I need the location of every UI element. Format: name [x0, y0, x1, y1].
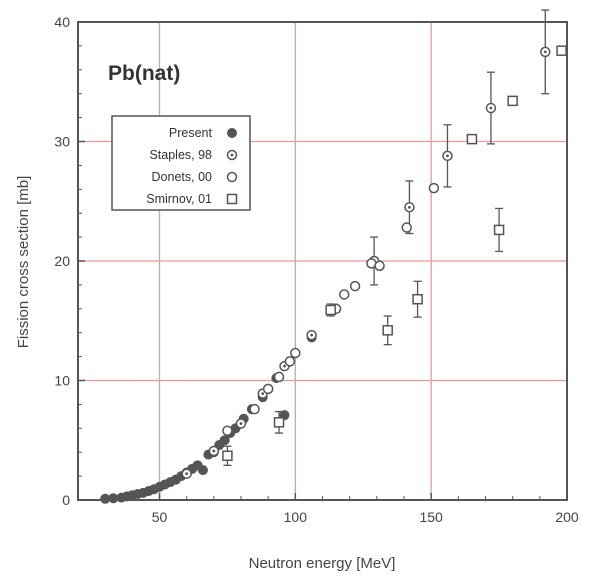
x-tick-label: 100 — [284, 509, 308, 525]
legend-items: Present Staples, 98 Donets, 00 Smirnov, 01 — [146, 126, 238, 206]
y-tick-label: 30 — [54, 134, 70, 150]
data-point — [401, 222, 412, 233]
data-point — [338, 289, 350, 300]
legend: Present Staples, 98 Donets, 00 Smirnov, 01 — [111, 115, 251, 211]
marker-open-circle — [290, 347, 301, 359]
y-tick-label: 20 — [54, 253, 70, 269]
y-tick-label: 0 — [62, 492, 70, 508]
marker-center-dot — [489, 106, 493, 110]
data-point — [428, 182, 440, 194]
marker-filled-circle — [219, 435, 230, 446]
x-tick-label: 50 — [152, 509, 168, 525]
marker-open-square — [466, 133, 478, 145]
marker-open-square — [412, 293, 423, 305]
data-point — [374, 260, 385, 272]
marker-filled-circle — [227, 128, 237, 138]
marker-open-square — [507, 95, 518, 107]
marker-open-square — [222, 450, 233, 462]
marker-open-square — [382, 325, 393, 336]
data-point — [442, 124, 453, 188]
series-smirnov-01 — [222, 45, 567, 466]
gridlines — [78, 22, 568, 500]
marker-open-square — [493, 224, 505, 236]
data-point — [485, 71, 497, 145]
marker-center-dot — [310, 333, 314, 337]
marker-center-dot — [185, 472, 189, 476]
data-point — [208, 445, 220, 457]
marker-center-dot — [239, 422, 243, 425]
marker-center-dot — [212, 449, 216, 453]
marker-open-square — [325, 304, 336, 316]
data-point — [325, 303, 336, 317]
x-tick-labels: 50 100 150 200 — [152, 509, 579, 525]
marker-open-circle — [284, 356, 296, 367]
marker-open-circle — [401, 222, 412, 233]
data-point — [273, 410, 285, 434]
data-point — [100, 493, 111, 504]
marker-open-square — [226, 193, 238, 205]
legend-label: Smirnov, 01 — [146, 192, 212, 206]
marker-open-circle — [249, 403, 260, 415]
data-point — [273, 371, 285, 383]
x-tick-label: 200 — [555, 509, 579, 525]
data-point — [306, 329, 317, 341]
marker-open-circle — [262, 383, 274, 395]
marker-filled-circle — [108, 493, 119, 504]
series-staples-98 — [181, 9, 551, 479]
data-point — [493, 207, 505, 253]
marker-open-circle — [273, 371, 285, 383]
marker-filled-circle — [100, 493, 111, 504]
marker-open-circle — [374, 260, 385, 272]
data-point — [540, 9, 551, 95]
data-point — [290, 347, 301, 359]
y-tick-label: 10 — [54, 373, 70, 389]
marker-open-square — [556, 45, 567, 56]
x-tick-label: 150 — [419, 509, 443, 525]
data-point — [222, 445, 233, 466]
data-point — [181, 468, 192, 479]
x-axis-title: Neutron energy [MeV] — [249, 555, 396, 572]
marker-open-square — [273, 417, 285, 428]
data-point — [284, 356, 296, 367]
data-point — [556, 45, 567, 56]
marker-open-circle — [226, 171, 238, 183]
marker-open-circle — [349, 280, 361, 292]
data-point — [219, 435, 230, 446]
legend-marker — [226, 149, 238, 161]
marker-center-dot — [230, 153, 234, 157]
marker-center-dot — [408, 205, 411, 209]
marker-center-dot — [446, 154, 449, 158]
marker-center-dot — [283, 364, 286, 368]
marker-center-dot — [543, 50, 547, 54]
data-point — [262, 383, 274, 395]
data-point — [507, 95, 518, 107]
legend-label: Present — [169, 126, 213, 140]
legend-marker — [226, 193, 238, 205]
data-point — [108, 493, 119, 504]
data-point — [249, 403, 260, 415]
data-point — [222, 425, 233, 436]
y-axis-title: Fission cross section [mb] — [15, 176, 32, 349]
y-tick-label: 40 — [54, 14, 70, 30]
marker-open-circle — [428, 182, 440, 194]
legend-label: Staples, 98 — [149, 148, 212, 162]
legend-marker — [227, 128, 237, 138]
data-point — [412, 280, 423, 318]
data-point — [382, 315, 393, 346]
legend-label: Donets, 00 — [152, 170, 213, 184]
data-point — [349, 280, 361, 292]
series-donets-00 — [222, 182, 440, 436]
data-point — [466, 133, 478, 145]
marker-open-circle — [222, 425, 233, 436]
data-point — [197, 465, 208, 476]
marker-open-circle — [338, 289, 350, 300]
marker-center-dot — [261, 392, 265, 396]
data-point — [235, 418, 247, 429]
legend-marker — [226, 171, 238, 183]
inset-label: Pb(nat) — [108, 62, 180, 85]
y-tick-labels: 0 10 20 30 40 — [54, 14, 70, 508]
marker-filled-circle — [197, 465, 208, 476]
data-points — [100, 9, 567, 504]
